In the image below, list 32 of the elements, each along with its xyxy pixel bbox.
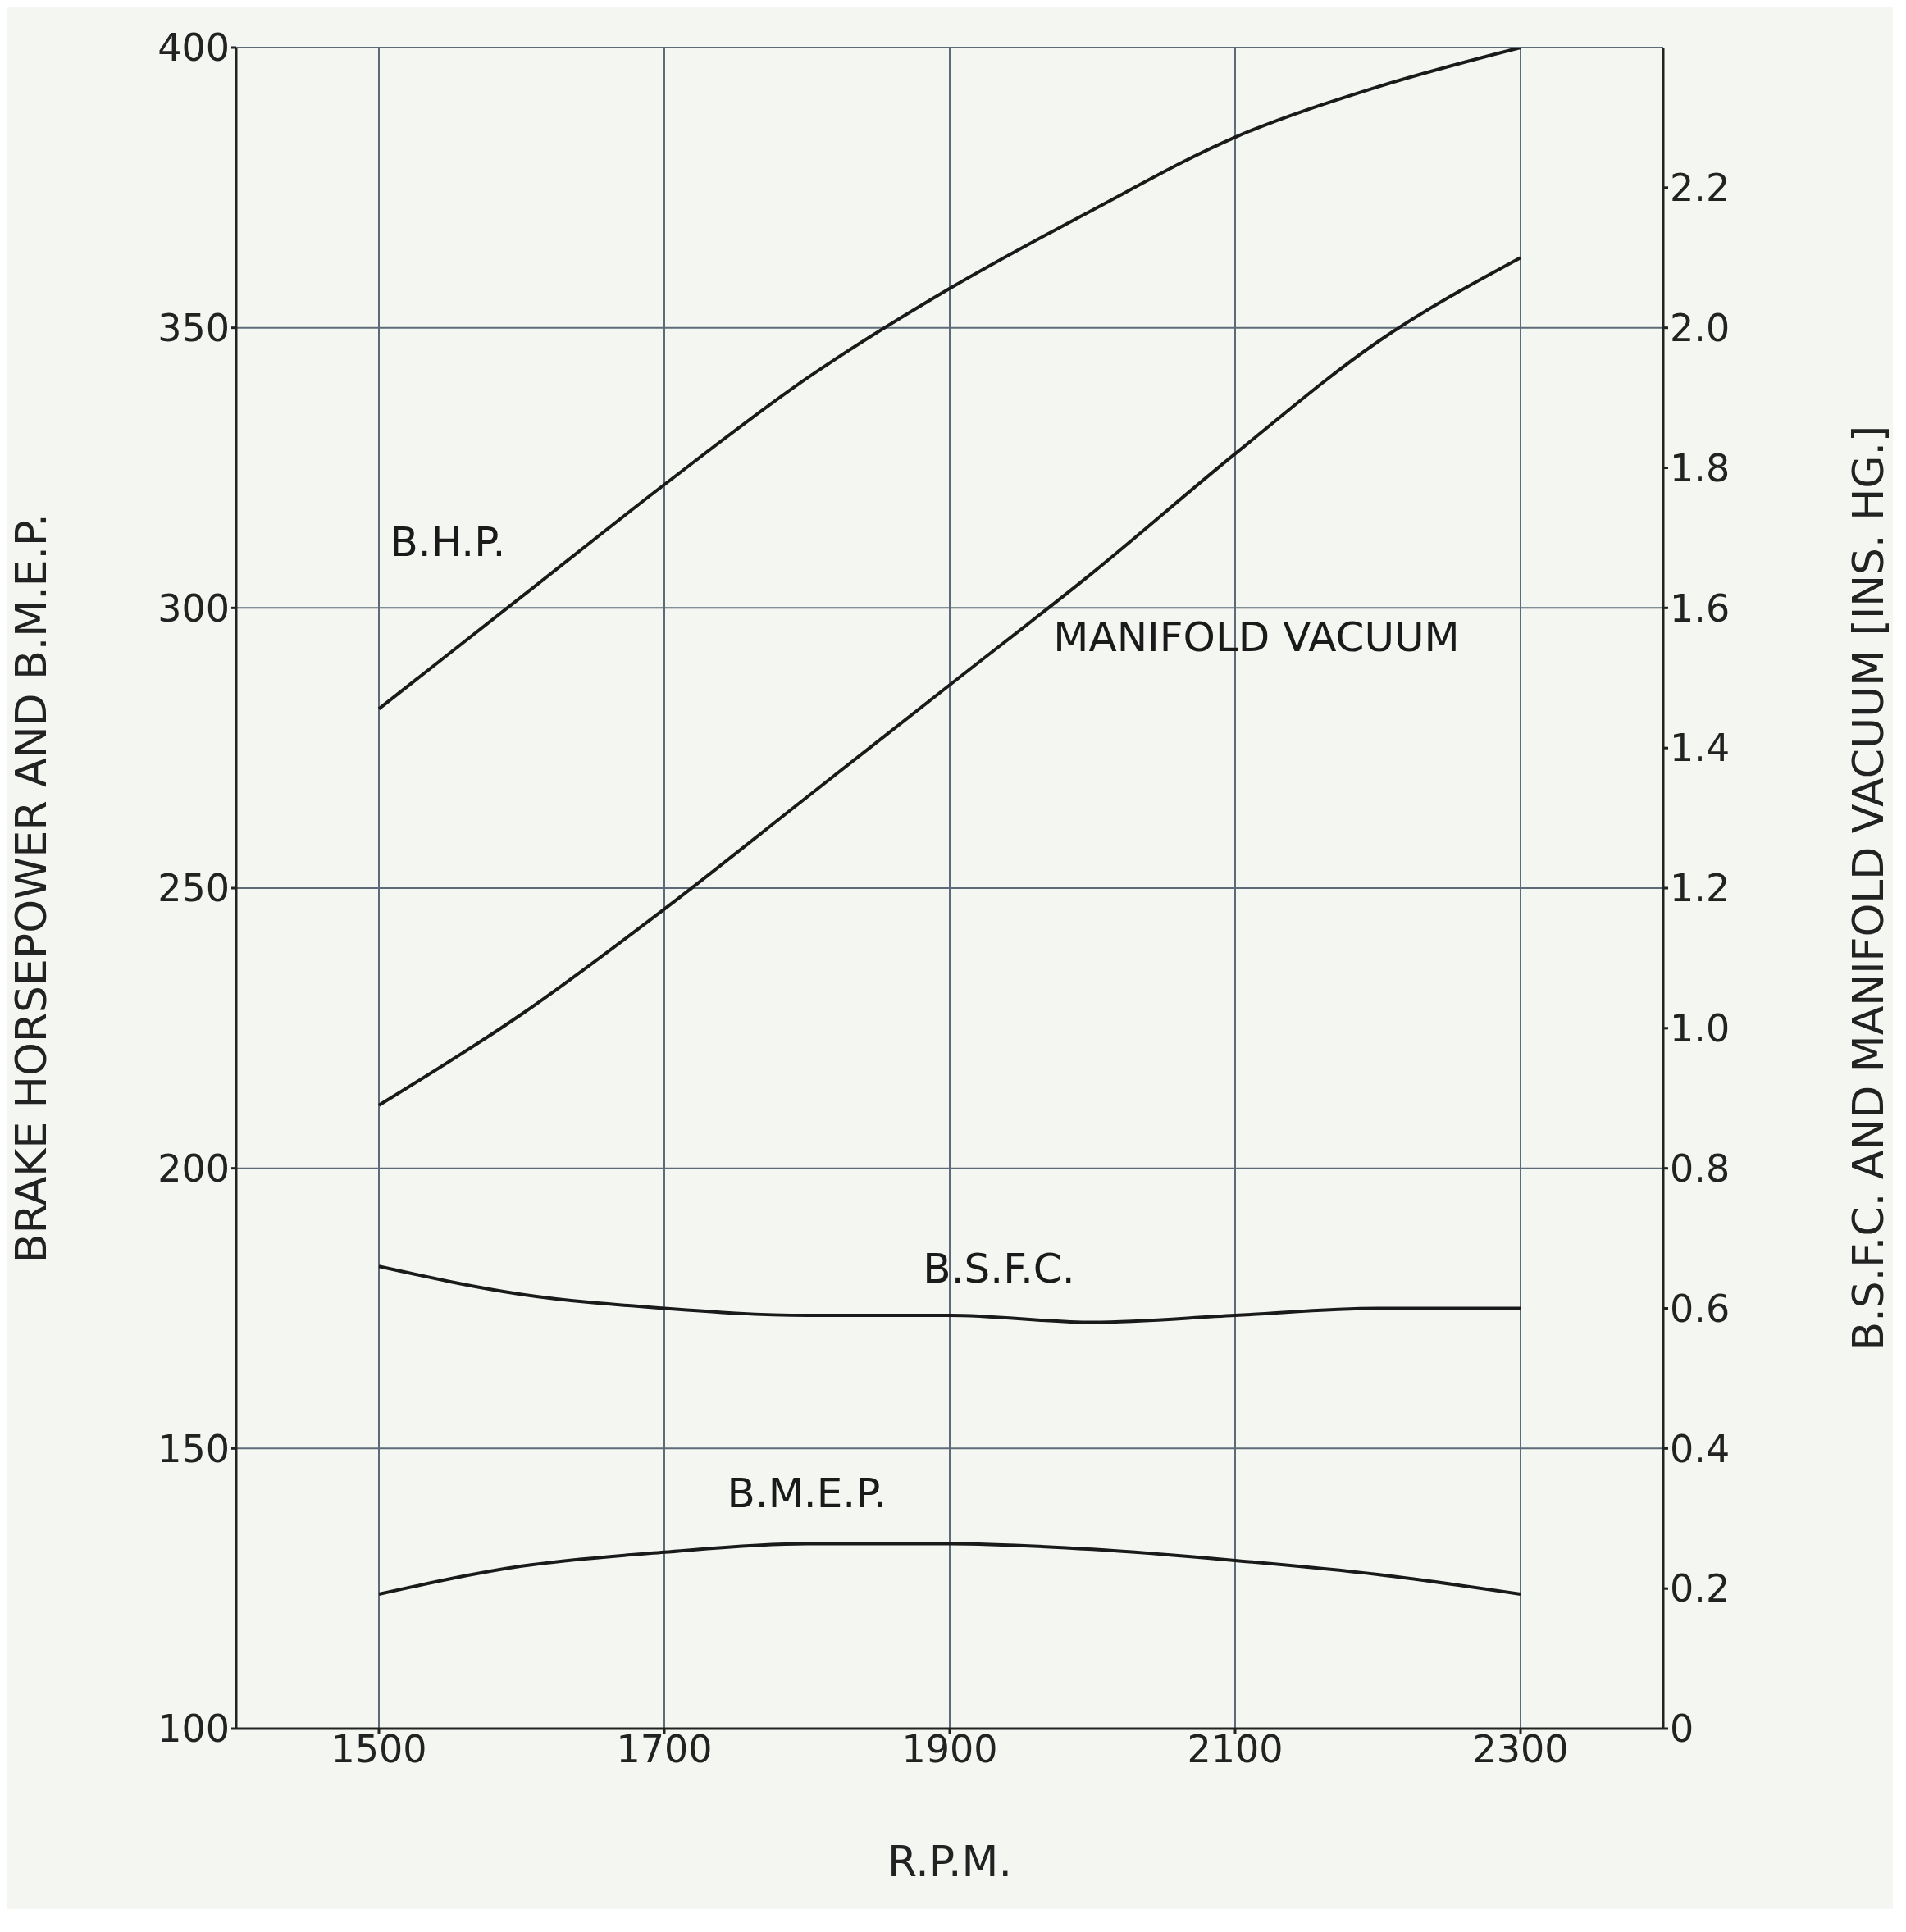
y-tick-label: 350 — [157, 306, 230, 350]
y2-tick-label: 0 — [1670, 1706, 1694, 1752]
y2-tick-label: 0.8 — [1670, 1146, 1730, 1191]
y2-axis-title: B.S.F.C. AND MANIFOLD VACUUM [INS. HG.] — [1844, 425, 1894, 1351]
line-series — [377, 256, 1522, 1107]
line-series — [377, 1542, 1522, 1596]
y2-tick-label: 0.2 — [1670, 1566, 1730, 1611]
y2-tick-label: 2.0 — [1670, 306, 1730, 350]
x-tick-label: 1700 — [616, 1726, 713, 1771]
x-tick-label: 2300 — [1472, 1726, 1569, 1771]
y-tick-label: 250 — [157, 866, 230, 911]
y2-tick-label: 1.0 — [1670, 1006, 1730, 1051]
y2-tick-label: 2.2 — [1670, 166, 1730, 211]
y-tick-label: 300 — [157, 586, 230, 631]
y-tick-label: 100 — [157, 1706, 230, 1752]
x-tick-label: 1900 — [901, 1726, 998, 1771]
y-axis-title: BRAKE HORSEPOWER AND B.M.E.P. — [7, 513, 57, 1263]
x-tick-label: 1500 — [331, 1726, 427, 1771]
y-tick-label: 150 — [157, 1426, 230, 1471]
y2-tick-label: 1.4 — [1670, 726, 1730, 771]
y2-tick-label: 0.4 — [1670, 1426, 1730, 1471]
series-label: B.M.E.P. — [727, 1469, 887, 1517]
y2-tick-label: 1.6 — [1670, 586, 1730, 631]
y-tick-label: 200 — [157, 1146, 230, 1191]
series-label: B.H.P. — [390, 517, 506, 566]
y2-tick-label: 0.6 — [1670, 1286, 1730, 1331]
x-tick-label: 2100 — [1187, 1726, 1284, 1771]
y-tick-label: 400 — [157, 25, 230, 71]
line-series — [377, 48, 1522, 711]
x-axis-title: R.P.M. — [887, 1837, 1012, 1886]
y2-tick-label: 1.2 — [1670, 866, 1730, 911]
y2-tick-label: 1.8 — [1670, 445, 1730, 490]
